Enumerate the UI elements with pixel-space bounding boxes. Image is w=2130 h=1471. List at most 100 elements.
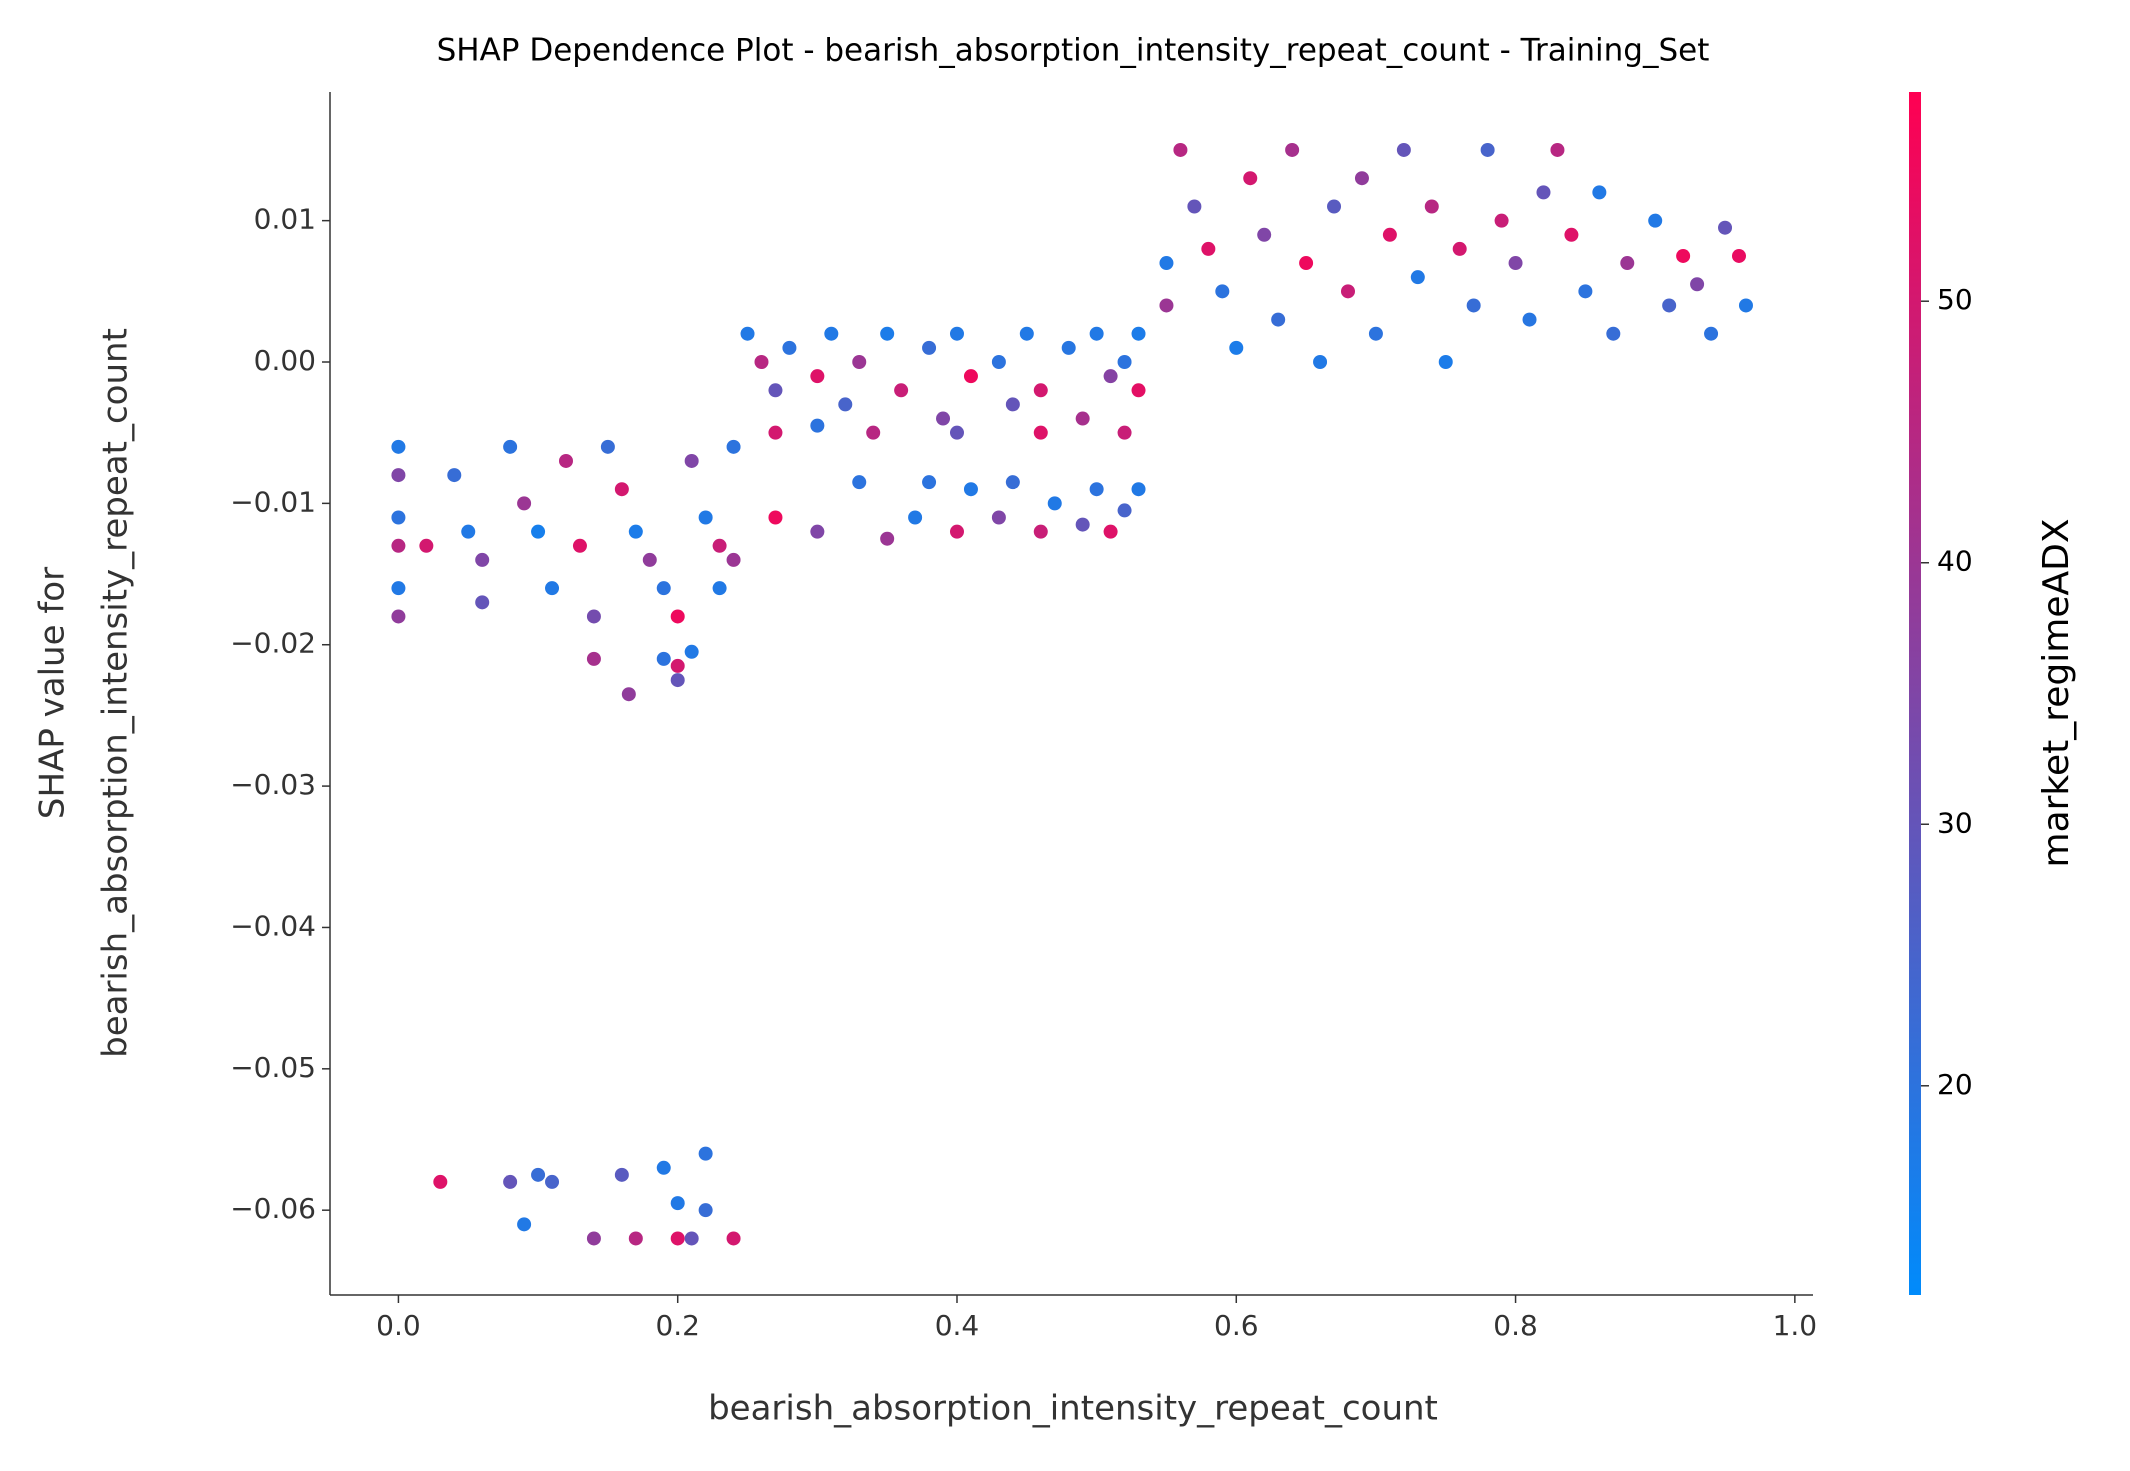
x-tick-label: 1.0 (1773, 1309, 1818, 1342)
point (1480, 142, 1495, 157)
point (726, 439, 741, 454)
point (1424, 199, 1439, 214)
point (1005, 397, 1020, 412)
x-tick-label: 0.0 (376, 1309, 421, 1342)
point (1648, 213, 1663, 228)
point (1354, 171, 1369, 186)
point (1159, 298, 1174, 313)
point (642, 552, 657, 567)
point (1578, 284, 1593, 299)
point (1285, 142, 1300, 157)
point (621, 687, 636, 702)
point (1452, 241, 1467, 256)
point (391, 439, 406, 454)
point (391, 581, 406, 596)
point (391, 609, 406, 624)
point (1187, 199, 1202, 214)
point (936, 411, 951, 426)
point (475, 552, 490, 567)
point (810, 524, 825, 539)
point (1117, 503, 1132, 518)
x-tick-label: 0.6 (1214, 1309, 1259, 1342)
point (922, 340, 937, 355)
point (1690, 277, 1705, 292)
point (1131, 482, 1146, 497)
point (963, 369, 978, 384)
point (1159, 256, 1174, 271)
point (1005, 475, 1020, 490)
point (712, 581, 727, 596)
point (894, 383, 909, 398)
point (740, 326, 755, 341)
point (1550, 142, 1565, 157)
colorbar (1909, 92, 1921, 1295)
point (880, 531, 895, 546)
point (991, 355, 1006, 370)
point (517, 1217, 532, 1232)
point (1047, 496, 1062, 511)
point (768, 425, 783, 440)
y-tick-label: −0.01 (230, 485, 316, 518)
point (586, 651, 601, 666)
point (963, 482, 978, 497)
point (1061, 340, 1076, 355)
point (475, 595, 490, 610)
point (391, 468, 406, 483)
point (1676, 248, 1691, 263)
point (1731, 248, 1746, 263)
colorbar-tick-label: 50 (1937, 283, 1973, 316)
point (572, 538, 587, 553)
point (531, 1167, 546, 1182)
point (1019, 326, 1034, 341)
point (768, 383, 783, 398)
x-tick-label: 0.2 (655, 1309, 700, 1342)
y-tick-label: −0.03 (230, 768, 316, 801)
point (949, 524, 964, 539)
point (908, 510, 923, 525)
point (684, 644, 699, 659)
point (656, 581, 671, 596)
point (433, 1174, 448, 1189)
point (558, 453, 573, 468)
colorbar-label: market_regimeADX (2036, 519, 2077, 868)
point (1033, 425, 1048, 440)
point (1033, 524, 1048, 539)
point (1299, 256, 1314, 271)
x-axis-label: bearish_absorption_intensity_repeat_coun… (708, 1389, 1438, 1429)
point (1033, 383, 1048, 398)
point (1271, 312, 1286, 327)
point (614, 482, 629, 497)
y-axis-label: bearish_absorption_intensity_repeat_coun… (96, 328, 136, 1058)
point (1075, 517, 1090, 532)
point (949, 326, 964, 341)
point (670, 1231, 685, 1246)
point (698, 1203, 713, 1218)
colorbar-tick-label: 40 (1937, 545, 1973, 578)
point (670, 609, 685, 624)
point (614, 1167, 629, 1182)
point (503, 439, 518, 454)
point (838, 397, 853, 412)
point (712, 538, 727, 553)
point (503, 1174, 518, 1189)
point (1117, 425, 1132, 440)
point (656, 1160, 671, 1175)
point (1718, 220, 1733, 235)
point (1117, 355, 1132, 370)
point (1704, 326, 1719, 341)
point (545, 581, 560, 596)
point (419, 538, 434, 553)
point (684, 453, 699, 468)
point (949, 425, 964, 440)
point (1201, 241, 1216, 256)
point (1508, 256, 1523, 271)
point (1103, 524, 1118, 539)
point (1738, 298, 1753, 313)
point (1564, 227, 1579, 242)
y-tick-label: −0.04 (230, 909, 316, 942)
point (1662, 298, 1677, 313)
point (1494, 213, 1509, 228)
point (1131, 383, 1146, 398)
point (810, 369, 825, 384)
